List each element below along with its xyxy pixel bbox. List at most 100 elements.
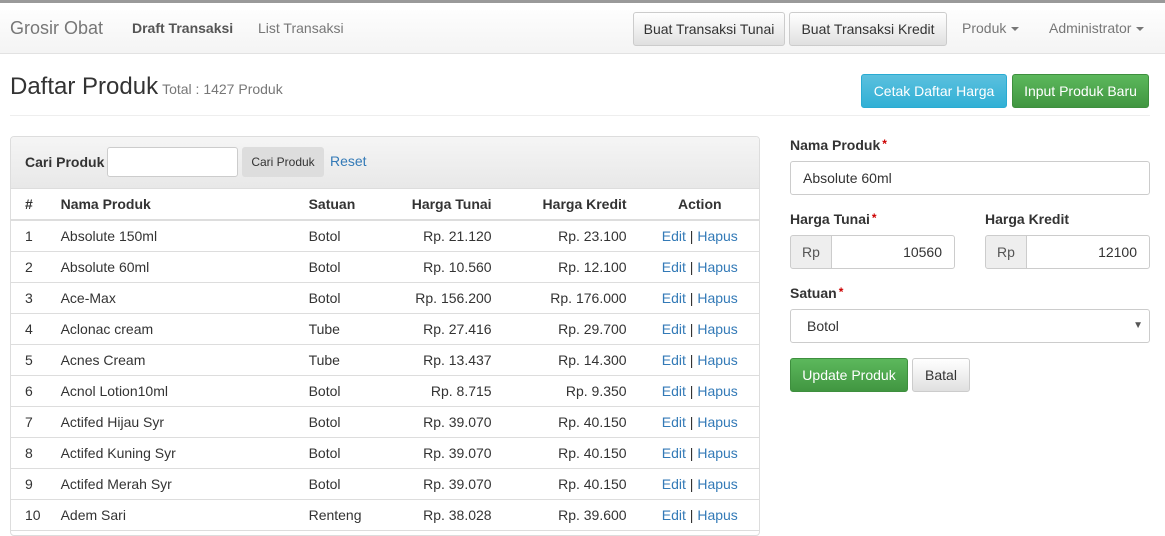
brand[interactable]: Grosir Obat (10, 18, 104, 38)
table-row: 8 Actifed Kuning Syr Botol Rp. 39.070 Rp. 40… (11, 437, 759, 469)
nav-list-transaksi[interactable]: List Transaksi (258, 20, 344, 36)
edit-link[interactable]: Edit (661, 506, 686, 523)
row-number: 7 (11, 406, 49, 438)
produk-label: Produk (962, 20, 1007, 36)
reset-link[interactable]: Reset (330, 153, 367, 169)
action-cell: Edit | Hapus (634, 437, 759, 469)
table-row: 2 Absolute 60ml Botol Rp. 10.560 Rp. 12.100 E… (11, 251, 759, 283)
edit-link[interactable]: Edit (661, 258, 686, 275)
harga-kredit: Rp. 176.000 (499, 282, 635, 314)
batal-button[interactable]: Batal (912, 358, 970, 392)
action-cell: Edit | Hapus (634, 375, 759, 407)
separator: | (689, 382, 694, 399)
col-harga-kredit: Harga Kredit (499, 189, 635, 221)
harga-kredit: Rp. 40.150 (499, 406, 635, 438)
action-cell: Edit | Hapus (634, 220, 759, 252)
nav-draft-transaksi[interactable]: Draft Transaksi (132, 20, 234, 36)
harga-kredit: Rp. 40.150 (499, 437, 635, 469)
label-text: Harga Tunai (790, 211, 870, 227)
search-button[interactable]: Cari Produk (242, 147, 324, 177)
hapus-link[interactable]: Hapus (697, 506, 738, 523)
harga-kredit: Rp. 14.300 (499, 344, 635, 376)
edit-link[interactable]: Edit (661, 320, 686, 337)
col-action: Action (634, 189, 759, 221)
row-number: 5 (11, 344, 49, 376)
nama-produk: Aclonac cream (48, 313, 295, 345)
label-text: Satuan (790, 285, 837, 301)
admin-label: Administrator (1049, 20, 1132, 36)
harga-kredit: Rp. 40.150 (499, 468, 635, 500)
hapus-link[interactable]: Hapus (697, 382, 738, 399)
edit-link[interactable]: Edit (661, 444, 686, 461)
edit-link[interactable]: Edit (661, 289, 686, 306)
navbar: Grosir Obat Draft Transaksi List Transak… (0, 0, 1165, 54)
table-row: 6 Acnol Lotion10ml Botol Rp. 8.715 Rp. 9.350… (11, 375, 759, 407)
separator: | (689, 506, 694, 523)
harga-kredit: Rp. 9.350 (499, 375, 635, 407)
harga-tunai-input[interactable]: 10560 (831, 235, 955, 269)
nama-produk: Acnol Lotion10ml (48, 375, 295, 407)
col-harga-tunai: Harga Tunai (394, 189, 500, 221)
hapus-link[interactable]: Hapus (697, 258, 738, 275)
hapus-link[interactable]: Hapus (697, 351, 738, 368)
harga-kredit: Rp. 12.100 (499, 251, 635, 283)
satuan: Renteng (294, 499, 395, 531)
separator: | (689, 444, 694, 461)
dropdown-arrow-icon: ▼ (1133, 320, 1143, 331)
nama-produk-input[interactable]: Absolute 60ml (790, 161, 1150, 195)
table-row: 9 Actifed Merah Syr Botol Rp. 39.070 Rp. 40.… (11, 468, 759, 500)
edit-link[interactable]: Edit (661, 413, 686, 430)
buat-transaksi-kredit-button[interactable]: Buat Transaksi Kredit (789, 12, 947, 46)
separator: | (689, 289, 694, 306)
administrator-dropdown[interactable]: Administrator (1049, 20, 1145, 36)
page-title: Daftar Produk Total : 1427 Produk (10, 73, 283, 101)
harga-kredit: Rp. 39.600 (499, 499, 635, 531)
satuan: Botol (294, 375, 395, 407)
required-mark: * (871, 211, 877, 225)
produk-dropdown[interactable]: Produk (962, 20, 1020, 36)
hapus-link[interactable]: Hapus (697, 475, 738, 492)
harga-kredit-input[interactable]: 12100 (1026, 235, 1150, 269)
hapus-link[interactable]: Hapus (697, 413, 738, 430)
harga-tunai: Rp. 21.120 (394, 220, 500, 252)
cetak-daftar-harga-button[interactable]: Cetak Daftar Harga (861, 74, 1007, 108)
separator: | (689, 351, 694, 368)
satuan-value: Botol (807, 318, 839, 334)
harga-tunai-label: Harga Tunai * (790, 211, 877, 227)
product-panel: Cari Produk Cari Produk Reset # Nama Pro… (10, 136, 760, 536)
action-cell: Edit | Hapus (634, 282, 759, 314)
table-row: 7 Actifed Hijau Syr Botol Rp. 39.070 Rp. 40.… (11, 406, 759, 438)
hapus-link[interactable]: Hapus (697, 320, 738, 337)
harga-tunai: Rp. 38.028 (394, 499, 500, 531)
table-header: # Nama Produk Satuan Harga Tunai Harga K… (11, 189, 759, 221)
harga-tunai: Rp. 39.070 (394, 437, 500, 469)
label-text: Nama Produk (790, 137, 881, 153)
edit-link[interactable]: Edit (661, 227, 686, 244)
hapus-link[interactable]: Hapus (697, 444, 738, 461)
update-produk-button[interactable]: Update Produk (790, 358, 908, 392)
harga-tunai: Rp. 39.070 (394, 406, 500, 438)
satuan: Botol (294, 437, 395, 469)
satuan: Tube (294, 344, 395, 376)
edit-link[interactable]: Edit (661, 475, 686, 492)
search-input[interactable] (107, 147, 238, 177)
hapus-link[interactable]: Hapus (697, 289, 738, 306)
buat-transaksi-tunai-button[interactable]: Buat Transaksi Tunai (633, 12, 785, 46)
row-number: 8 (11, 437, 49, 469)
row-number: 9 (11, 468, 49, 500)
table-row: 3 Ace-Max Botol Rp. 156.200 Rp. 176.000 Edit … (11, 282, 759, 314)
action-cell: Edit | Hapus (634, 406, 759, 438)
nama-produk: Ace-Max (48, 282, 295, 314)
edit-link[interactable]: Edit (661, 382, 686, 399)
separator: | (689, 475, 694, 492)
input-produk-baru-button[interactable]: Input Produk Baru (1012, 74, 1149, 108)
harga-tunai: Rp. 13.437 (394, 344, 500, 376)
row-number: 6 (11, 375, 49, 407)
table-row: 1 Absolute 150ml Botol Rp. 21.120 Rp. 23.100… (11, 220, 759, 252)
satuan-label: Satuan * (790, 285, 843, 301)
satuan-select[interactable]: Botol ▼ (790, 309, 1150, 343)
required-mark: * (838, 285, 844, 299)
hapus-link[interactable]: Hapus (697, 227, 738, 244)
product-table: # Nama Produk Satuan Harga Tunai Harga K… (11, 189, 759, 531)
edit-link[interactable]: Edit (661, 351, 686, 368)
